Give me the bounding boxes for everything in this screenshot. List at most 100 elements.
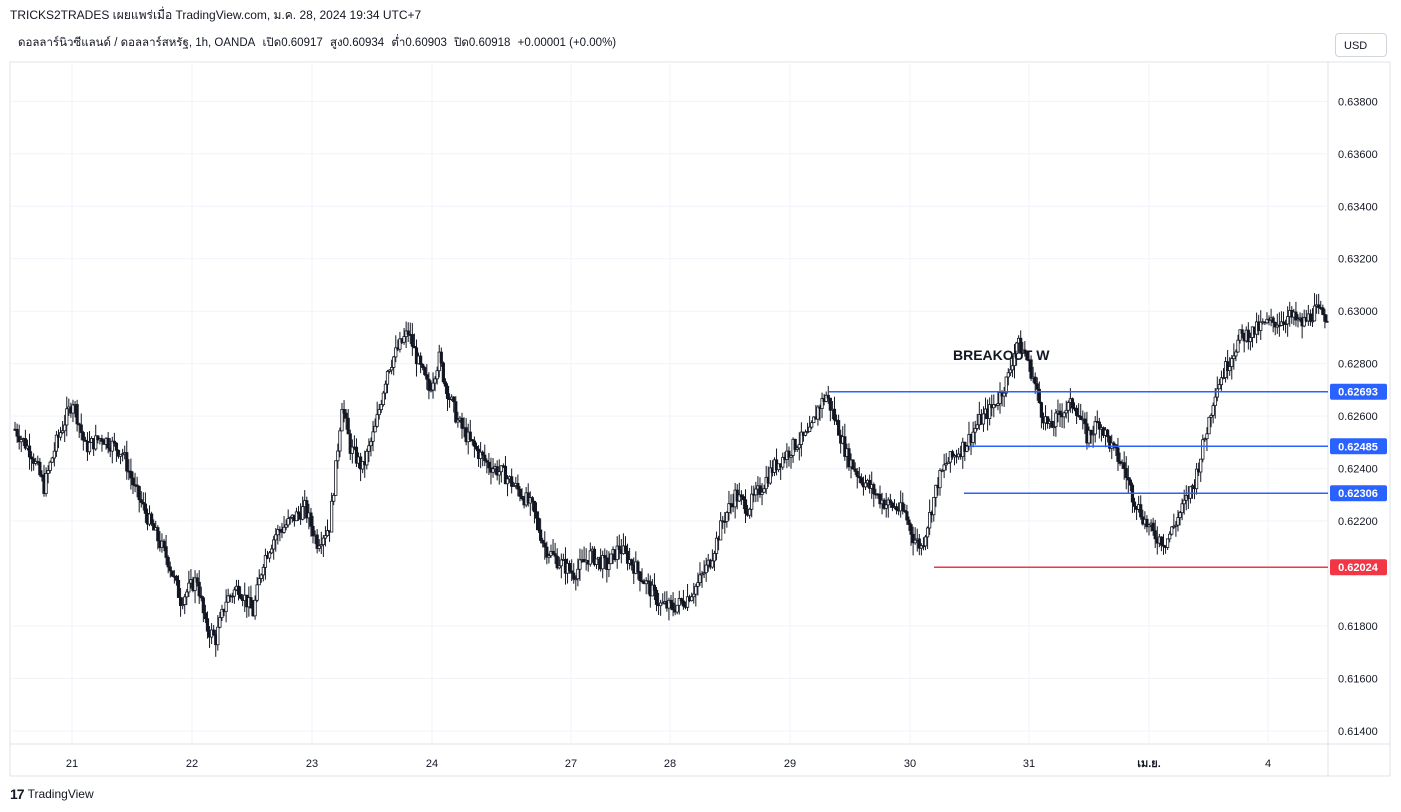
candle [71,399,75,423]
candle [551,539,555,555]
candle [387,369,392,374]
candle [425,364,429,390]
candle [553,542,557,565]
time-axis[interactable]: 21 22 23 24 27 28 29 30 31 เม.ย. 4 [66,758,1271,770]
candle [125,440,129,480]
candle [398,331,402,353]
candle [739,490,743,505]
candle [1281,311,1286,331]
chart-frame [9,61,1391,777]
candle [940,468,944,473]
candle [255,576,259,603]
candle [38,457,42,477]
candle [803,429,808,437]
candle [197,570,201,605]
candle [781,452,785,470]
level-price-label: 0.62485 [1338,441,1378,453]
candle [238,586,243,600]
candle [1325,314,1329,323]
candle [719,512,723,541]
symbol-name[interactable]: ดอลลาร์นิวซีแลนด์ / ดอลลาร์สหรัฐ, 1h, OA… [18,37,256,49]
candle [942,453,946,479]
price-tick-label: 0.62400 [1338,464,1378,476]
ohlc-open: เปิด0.60917 [262,37,323,49]
candle [1093,416,1097,443]
candle [52,442,56,467]
candle [87,431,92,455]
currency-button[interactable]: USD [1335,33,1387,57]
candle [1199,458,1203,482]
price-tick-label: 0.61800 [1338,621,1378,633]
candle [410,323,414,356]
candle [216,615,220,651]
candle [1302,309,1306,328]
breakout-annotation[interactable]: BREAKOUT W [953,347,1050,363]
candle [1058,403,1062,427]
candle [46,465,50,484]
candle [636,559,640,580]
candle [294,507,299,522]
candle [1062,411,1066,429]
candle [481,450,485,467]
candle [390,359,394,375]
candle [487,453,491,475]
candle [1170,526,1174,536]
candle [1279,311,1284,327]
candle [350,439,354,464]
candle [712,550,717,571]
candle [805,422,810,434]
candle [789,454,793,469]
candle [671,592,675,617]
candle [725,511,729,528]
candle [483,444,487,467]
candle [925,526,930,549]
candle [199,586,203,602]
candle [816,405,820,426]
ohlc-change: +0.00001 (+0.00%) [517,37,617,49]
candle [675,604,679,615]
candle [536,511,541,533]
grid-lines [10,62,1328,744]
level-lines[interactable]: 0.62693 0.62485 0.62306 0.62024 [829,383,1387,576]
tradingview-footer[interactable]: 17 TradingView [10,786,94,802]
candle [27,433,32,470]
candle [934,484,938,507]
candle [338,427,342,458]
candle [518,485,522,502]
candle [330,492,334,533]
candle [932,496,936,522]
candle [114,442,119,462]
candle [1246,322,1250,350]
price-axis[interactable]: 0.63800 0.63600 0.63400 0.63200 0.63000 0.628… [1338,96,1378,738]
candle [1089,429,1093,444]
candle [667,597,671,621]
candle [77,422,81,438]
candle [379,399,383,413]
candle [282,515,286,534]
candle [174,574,179,586]
candle [106,432,110,454]
candle [1083,412,1087,435]
candle [946,457,950,464]
candle [17,424,21,450]
candle [539,518,543,544]
candle [704,557,708,582]
candle [907,516,911,531]
candle [118,453,123,465]
candle [141,492,145,511]
candle [837,414,841,436]
candle [992,394,996,418]
candle [685,583,690,612]
candle [1240,324,1244,339]
candle [309,507,313,537]
candle [965,444,969,453]
candle [1074,405,1079,425]
candle [923,534,928,551]
candle [884,492,888,518]
candle [1050,409,1054,428]
candle [305,496,309,523]
candle [654,587,659,612]
candle [1201,434,1205,463]
candle [1002,387,1006,407]
